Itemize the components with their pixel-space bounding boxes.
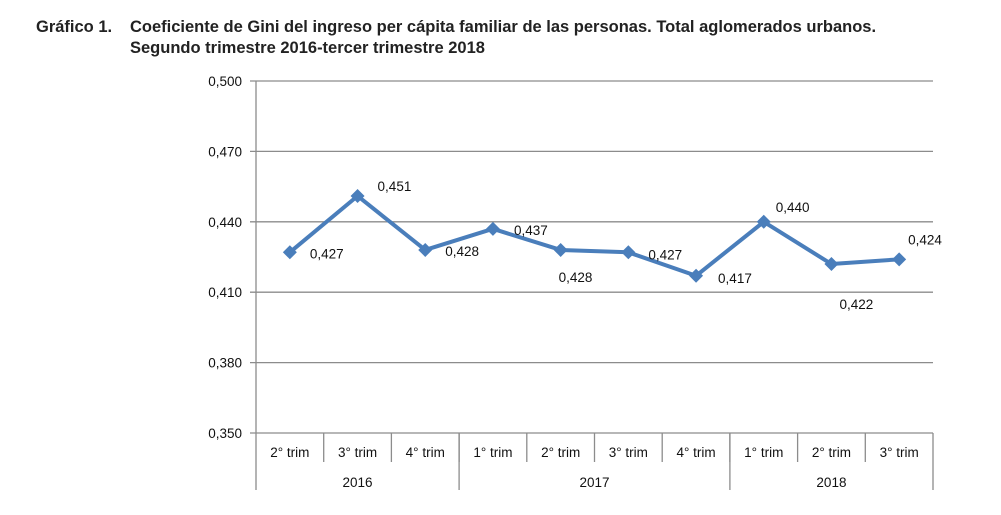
data-label: 0,424 — [908, 232, 942, 247]
group-label: 2016 — [343, 475, 373, 490]
data-label: 0,427 — [310, 246, 344, 261]
y-tick-label: 0,350 — [208, 426, 242, 441]
y-tick-label: 0,410 — [208, 285, 242, 300]
data-label: 0,427 — [648, 247, 682, 262]
data-label: 0,428 — [445, 244, 479, 259]
data-label: 0,417 — [718, 271, 752, 286]
x-tick-label: 2° trim — [541, 445, 580, 460]
x-tick-label: 1° trim — [744, 445, 783, 460]
data-point — [350, 188, 365, 203]
data-point — [892, 252, 907, 267]
data-point — [282, 245, 297, 260]
figure-label: Gráfico 1. — [36, 18, 113, 36]
data-point — [756, 214, 771, 229]
data-label: 0,451 — [378, 179, 412, 194]
data-point — [553, 242, 568, 257]
x-tick-label: 4° trim — [406, 445, 445, 460]
data-point — [621, 245, 636, 260]
x-tick-label: 3° trim — [880, 445, 919, 460]
x-tick-label: 1° trim — [473, 445, 512, 460]
data-label: 0,428 — [559, 270, 593, 285]
data-label: 0,422 — [839, 297, 873, 312]
chart-subtitle: Segundo trimestre 2016-tercer trimestre … — [130, 39, 485, 57]
y-tick-label: 0,470 — [208, 144, 242, 159]
data-point — [689, 268, 704, 283]
data-label: 0,440 — [776, 200, 810, 215]
data-point — [824, 257, 839, 272]
x-tick-label: 3° trim — [338, 445, 377, 460]
x-tick-label: 3° trim — [609, 445, 648, 460]
group-label: 2018 — [816, 475, 846, 490]
x-tick-label: 2° trim — [812, 445, 851, 460]
group-label: 2017 — [579, 475, 609, 490]
data-label: 0,437 — [514, 223, 548, 238]
x-tick-label: 2° trim — [270, 445, 309, 460]
chart-title: Coeficiente de Gini del ingreso per cápi… — [130, 18, 877, 36]
data-point — [485, 221, 500, 236]
series-line — [288, 193, 900, 278]
x-tick-label: 4° trim — [676, 445, 715, 460]
y-tick-label: 0,440 — [208, 215, 242, 230]
y-tick-label: 0,500 — [208, 74, 242, 89]
y-tick-label: 0,380 — [208, 356, 242, 371]
data-point — [418, 242, 433, 257]
